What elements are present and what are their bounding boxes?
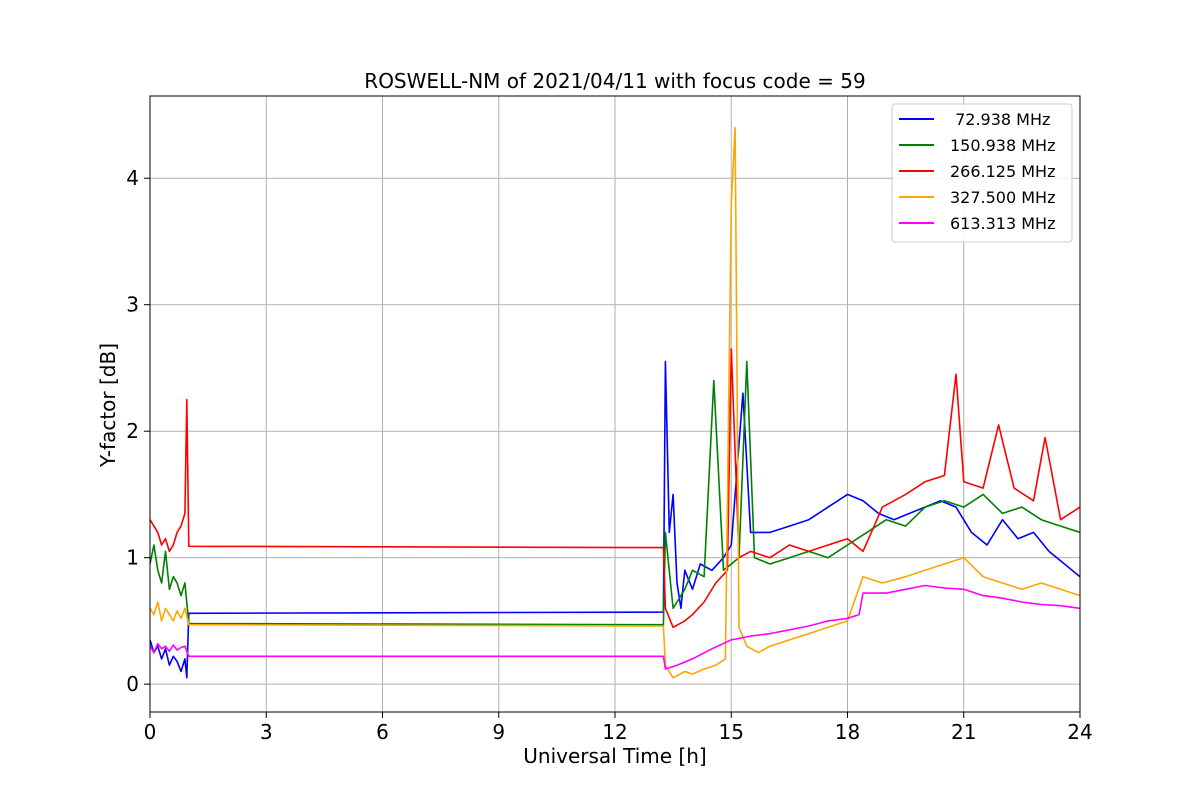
series-line-3 — [149, 348, 1081, 629]
legend-label-2: 150.938 MHz — [950, 136, 1055, 155]
x-axis-label: Universal Time [h] — [523, 744, 706, 768]
series-line-4 — [149, 126, 1081, 679]
series-line-5 — [149, 584, 1081, 670]
legend: 72.938 MHz 150.938 MHz 266.125 MHz 327.500 … — [891, 103, 1073, 243]
x-tick-label: 18 — [835, 720, 860, 744]
x-tick-label: 6 — [376, 720, 389, 744]
y-tick-label: 1 — [126, 546, 139, 570]
x-tick-label: 24 — [1067, 720, 1092, 744]
y-tick-label: 0 — [126, 672, 139, 696]
x-tick-label: 0 — [144, 720, 157, 744]
series-layer — [149, 126, 1081, 679]
series-line-2 — [149, 360, 1081, 626]
y-axis-label: Y-factor [dB] — [96, 343, 120, 468]
y-tick-label: 2 — [126, 419, 139, 443]
x-tick-label: 15 — [719, 720, 744, 744]
x-tick-label: 12 — [602, 720, 627, 744]
y-tick-label: 3 — [126, 293, 139, 317]
legend-label-4: 327.500 MHz — [950, 188, 1055, 207]
chart-title: ROSWELL-NM of 2021/04/11 with focus code… — [364, 69, 865, 93]
x-tick-label: 9 — [492, 720, 505, 744]
legend-box — [891, 103, 1073, 243]
legend-label-1: 72.938 MHz — [950, 110, 1050, 129]
legend-label-5: 613.313 MHz — [950, 214, 1055, 233]
legend-label-3: 266.125 MHz — [950, 162, 1055, 181]
x-tick-label: 21 — [951, 720, 976, 744]
y-tick-label: 4 — [126, 166, 139, 190]
x-tick-label: 3 — [260, 720, 273, 744]
